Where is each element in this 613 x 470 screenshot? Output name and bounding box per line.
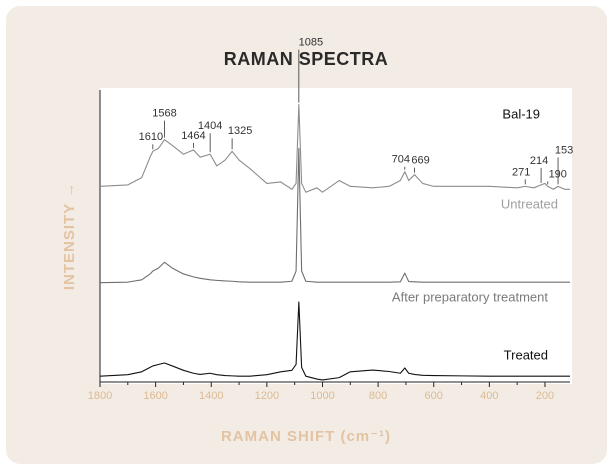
peak-label: 214 (530, 155, 548, 167)
x-tick-label: 200 (536, 390, 554, 402)
peak-label: 271 (512, 166, 530, 178)
x-tick-label: 600 (425, 390, 443, 402)
x-tick-label: 1800 (88, 390, 112, 402)
sample-label: Bal-19 (502, 106, 540, 121)
spectrum-line (99, 147, 570, 284)
series-label: Treated (504, 347, 548, 362)
peak-label: 153 (555, 144, 573, 156)
plot-area (100, 88, 572, 384)
peak-label: 704 (392, 154, 410, 166)
series-label: Untreated (501, 196, 558, 211)
y-axis-title: INTENSITY → (61, 182, 78, 290)
x-tick-label: 1600 (143, 390, 167, 402)
x-tick-label: 1000 (310, 390, 334, 402)
peak-label: 1085 (299, 37, 323, 49)
x-tick-label: 1400 (199, 390, 223, 402)
x-axis-title: RAMAN SHIFT (cm⁻¹) (221, 428, 391, 445)
peak-label: 1464 (181, 130, 205, 142)
peak-label: 1325 (228, 125, 252, 137)
chart-title: RAMAN SPECTRA (224, 49, 389, 69)
spectrum-line (99, 301, 570, 381)
spectrum-line (99, 104, 570, 193)
peak-label: 1568 (152, 108, 176, 120)
x-tick-label: 800 (369, 390, 387, 402)
peak-label: 1404 (198, 120, 222, 132)
series-label: After preparatory treatment (392, 289, 548, 304)
x-tick-label: 400 (480, 390, 498, 402)
peak-label: 1610 (139, 131, 163, 143)
peak-label: 669 (411, 155, 429, 167)
x-tick-label: 1200 (255, 390, 279, 402)
